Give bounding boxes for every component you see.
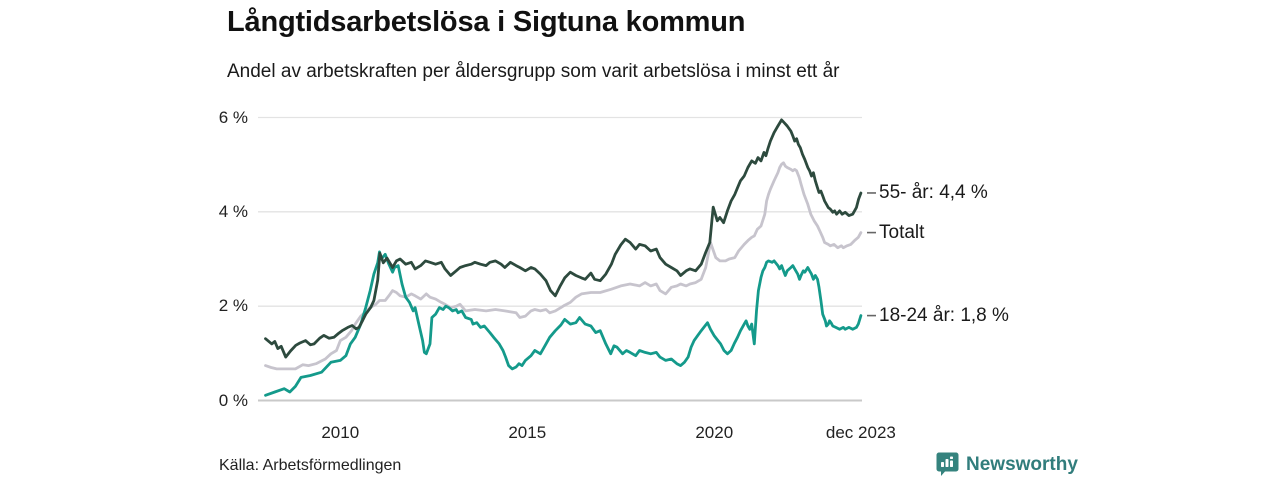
x-tick-label: 2020	[695, 423, 734, 442]
x-tick-label: 2010	[321, 423, 360, 442]
series-line-55-år	[264, 118, 863, 359]
y-tick-label: 2 %	[218, 296, 248, 316]
series-line-18-24år	[264, 250, 863, 397]
source-caption: Källa: Arbetsförmedlingen	[219, 457, 402, 474]
series-end-label: 18-24 år: 1,8 %	[879, 304, 1009, 326]
brand-footer: Newsworthy	[936, 452, 1078, 477]
x-tick-label: dec 2023	[825, 423, 896, 442]
x-tick-label: 2015	[508, 423, 547, 442]
chart-subtitle: Andel av arbetskraften per åldersgrupp s…	[227, 61, 840, 82]
y-tick-label: 6 %	[218, 107, 248, 127]
y-tick-label: 0 %	[218, 390, 248, 410]
series-end-label: Totalt	[879, 221, 925, 243]
y-tick-label: 4 %	[218, 201, 248, 221]
series-end-label: 55- år: 4,4 %	[879, 181, 988, 203]
series-line-Totalt	[264, 161, 863, 371]
brand-name: Newsworthy	[966, 453, 1078, 475]
page-title: Långtidsarbetslösa i Sigtuna kommun	[227, 6, 746, 38]
bar-chart-speech-bubble-icon	[936, 452, 959, 476]
